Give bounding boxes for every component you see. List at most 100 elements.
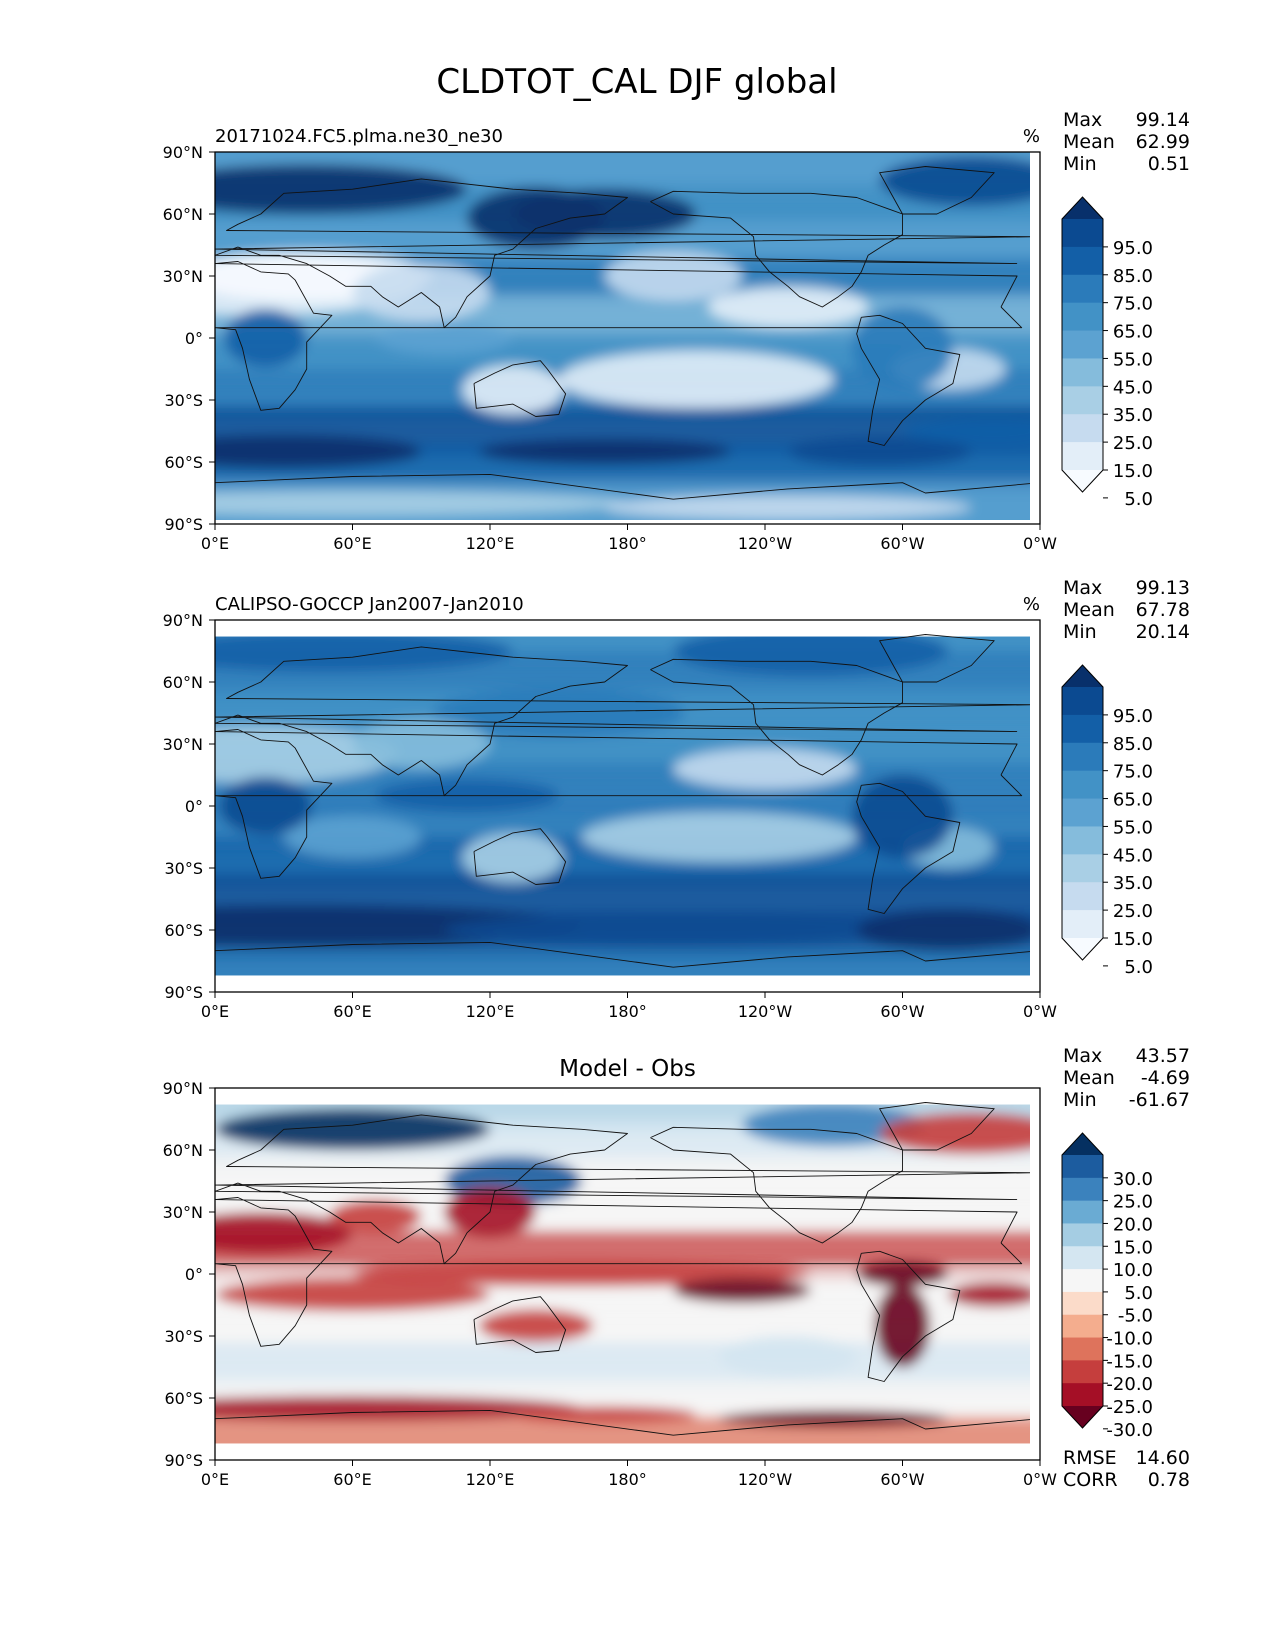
coastline (650, 658, 903, 776)
colorbar-tick-label: -10.0 (1106, 1329, 1153, 1350)
field-patch (467, 187, 605, 250)
x-tick-label: 0°W (1023, 1002, 1057, 1021)
coastline (473, 1296, 567, 1353)
colorbar-extend-top (1062, 197, 1103, 219)
field-patch (719, 1336, 857, 1378)
coastline (879, 1102, 995, 1151)
field-patch (352, 719, 490, 769)
y-tick-label: 60°N (163, 1141, 203, 1160)
panel-label: 20171024.FC5.plma.ne30_ne30 (215, 126, 503, 147)
y-tick-label: 30°S (164, 1327, 203, 1346)
field-patch (852, 775, 953, 858)
colorbar-segment (1062, 442, 1103, 471)
colorbar-segment (1062, 302, 1103, 332)
panel-units: % (1023, 594, 1040, 615)
y-tick-label: 30°N (163, 267, 203, 286)
colorbar-tick-label: 85.0 (1113, 266, 1153, 287)
y-tick-label: 90°S (164, 1451, 203, 1470)
colorbar-tick-label: 5.0 (1124, 489, 1153, 510)
y-tick-label: 0° (185, 797, 203, 816)
figure-title: CLDTOT_CAL DJF global (436, 62, 837, 102)
x-tick-label: 0°W (1023, 534, 1057, 553)
field-patch (875, 1284, 930, 1367)
colorbar-tick-label: 65.0 (1113, 790, 1153, 811)
coastline (215, 261, 1023, 411)
footer-stat-label: CORR (1063, 1469, 1118, 1491)
colorbar-segment (1062, 1200, 1103, 1224)
x-tick-label: 60°W (880, 1470, 924, 1489)
x-tick-label: 60°W (880, 534, 924, 553)
stat-value: -61.67 (1129, 1089, 1190, 1111)
field-patch (856, 909, 1030, 951)
panel-units: % (1023, 126, 1040, 147)
colorbar-segment (1062, 358, 1103, 387)
field-band (215, 1416, 1030, 1456)
x-tick-label: 120°E (466, 1470, 515, 1489)
field-patch (902, 418, 1030, 444)
footer-stat-label: RMSE (1063, 1447, 1117, 1469)
y-tick-label: 0° (185, 1265, 203, 1284)
field-patch (224, 309, 307, 367)
coastline (856, 314, 961, 446)
stat-label: Max (1063, 109, 1102, 131)
colorbar-segment (1062, 219, 1103, 248)
no-data-south (215, 1443, 1030, 1456)
colorbar-tick-label: 45.0 (1113, 845, 1153, 866)
footer-stat-value: 0.78 (1148, 1469, 1190, 1491)
stat-value: 62.99 (1136, 131, 1190, 153)
colorbar-tick-label: -25.0 (1106, 1397, 1153, 1418)
colorbar-tick-label: 85.0 (1113, 734, 1153, 755)
field-patch (856, 1261, 949, 1287)
x-tick-label: 180° (608, 1002, 647, 1021)
coastline (215, 473, 1030, 520)
x-tick-label: 0°E (201, 1470, 229, 1489)
panel-test: 20171024.FC5.plma.ne30_ne30 % Max 99.14 Mean… (163, 109, 1190, 553)
colorbar: 95.0 85.0 75.0 65.0 55.0 45.0 35.0 25.0 15.0 5.0 (1061, 196, 1153, 510)
colorbar-tick-label: 55.0 (1113, 349, 1153, 370)
x-tick-label: 120°E (466, 534, 515, 553)
stat-value: 67.78 (1136, 599, 1190, 621)
colorbar-tick-label: 30.0 (1113, 1169, 1153, 1190)
footer-stat-value: 14.60 (1136, 1447, 1190, 1469)
field-patch (879, 156, 1030, 206)
field-patch (215, 1278, 490, 1312)
colorbar-segment (1062, 1337, 1103, 1361)
field-patch (604, 495, 972, 520)
panel-label: CALIPSO-GOCCP Jan2007-Jan2010 (215, 594, 524, 615)
map-field (214, 619, 1041, 993)
field-patch (604, 251, 743, 301)
panel-difference: Model - Obs Max 43.57 Mean -4.69 Min -61.67 0°E… (163, 1045, 1190, 1491)
field-patch (719, 1410, 949, 1427)
field-patch (352, 1261, 811, 1287)
colorbar-segment (1062, 854, 1103, 883)
x-tick-label: 120°W (738, 1002, 793, 1021)
no-data-south (215, 975, 1030, 988)
x-tick-label: 60°W (880, 1002, 924, 1021)
field-patch (329, 1199, 422, 1233)
y-tick-label: 30°N (163, 1203, 203, 1222)
colorbar-tick-label: 45.0 (1113, 377, 1153, 398)
colorbar-tick-label: -5.0 (1118, 1306, 1153, 1327)
field-patch (215, 164, 468, 214)
colorbar-segment (1062, 910, 1103, 939)
colorbar-segment (1062, 330, 1103, 359)
colorbar-tick-label: 25.0 (1113, 433, 1153, 454)
coastline (879, 634, 995, 683)
field-patch (283, 816, 422, 858)
no-data-north (215, 1088, 1030, 1105)
colorbar-tick-label: 65.0 (1113, 322, 1153, 343)
colorbar-extend-top (1062, 1133, 1103, 1155)
colorbar-tick-label: 20.0 (1113, 1214, 1153, 1235)
x-tick-label: 60°E (333, 1470, 371, 1489)
colorbar-tick-label: 95.0 (1113, 238, 1153, 259)
stat-label: Max (1063, 577, 1102, 599)
y-tick-label: 60°S (164, 453, 203, 472)
colorbar-extend-bottom (1062, 1406, 1103, 1428)
y-tick-label: 90°N (163, 611, 203, 630)
y-tick-label: 60°S (164, 1389, 203, 1408)
field-patch (879, 1112, 1030, 1155)
colorbar-segment (1062, 1269, 1103, 1293)
colorbar-extend-top (1062, 665, 1103, 687)
colorbar-tick-label: -20.0 (1106, 1374, 1153, 1395)
